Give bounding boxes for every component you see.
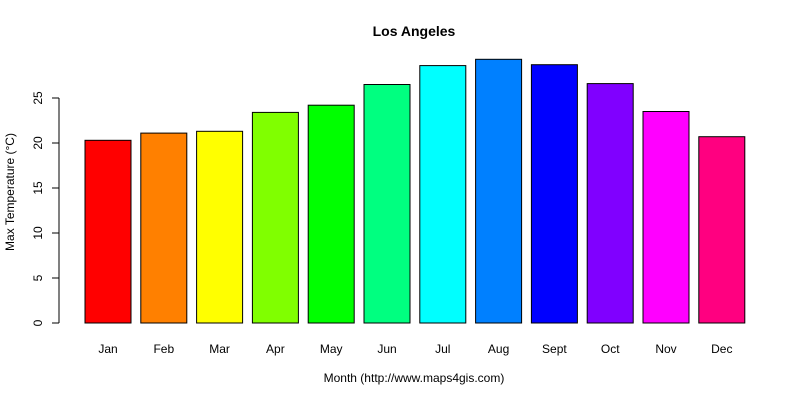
x-tick-label: Jul [435, 342, 450, 356]
chart-title: Los Angeles [373, 23, 456, 39]
bar-sept [530, 64, 578, 324]
bar-mar [196, 130, 244, 324]
x-tick-label: Dec [711, 342, 732, 356]
x-tick-label: Oct [601, 342, 620, 356]
x-tick-label: Aug [488, 342, 509, 356]
y-axis-label: Max Temperature (°C) [3, 133, 17, 251]
bar-apr [251, 111, 299, 324]
bar-jul [419, 65, 467, 324]
bar-dec [698, 136, 746, 324]
x-axis-labels: Jan Feb Mar Apr May Jun Jul Aug Sept Oct Nov Dec [98, 342, 732, 356]
bar-nov [642, 111, 690, 324]
y-axis: 0 5 10 15 20 25 [31, 91, 60, 326]
y-tick-label: 0 [31, 319, 45, 326]
x-tick-label: Mar [209, 342, 230, 356]
bar-feb [140, 132, 188, 324]
x-tick-label: Sept [542, 342, 567, 356]
y-tick-label: 5 [31, 274, 45, 281]
bar-jan [84, 139, 132, 324]
x-tick-label: Apr [266, 342, 285, 356]
x-axis-label: Month (http://www.maps4gis.com) [324, 371, 505, 385]
bar-may [307, 104, 355, 324]
y-tick-label: 20 [31, 136, 45, 150]
x-tick-label: Nov [655, 342, 676, 356]
y-tick-label: 10 [31, 226, 45, 240]
bars [84, 58, 746, 324]
x-tick-label: May [320, 342, 343, 356]
y-tick-label: 15 [31, 181, 45, 195]
x-tick-label: Feb [153, 342, 174, 356]
x-tick-label: Jun [377, 342, 396, 356]
y-tick-label: 25 [31, 91, 45, 105]
bar-aug [475, 58, 523, 324]
x-tick-label: Jan [98, 342, 117, 356]
bar-jun [363, 84, 411, 324]
bar-oct [586, 83, 634, 324]
